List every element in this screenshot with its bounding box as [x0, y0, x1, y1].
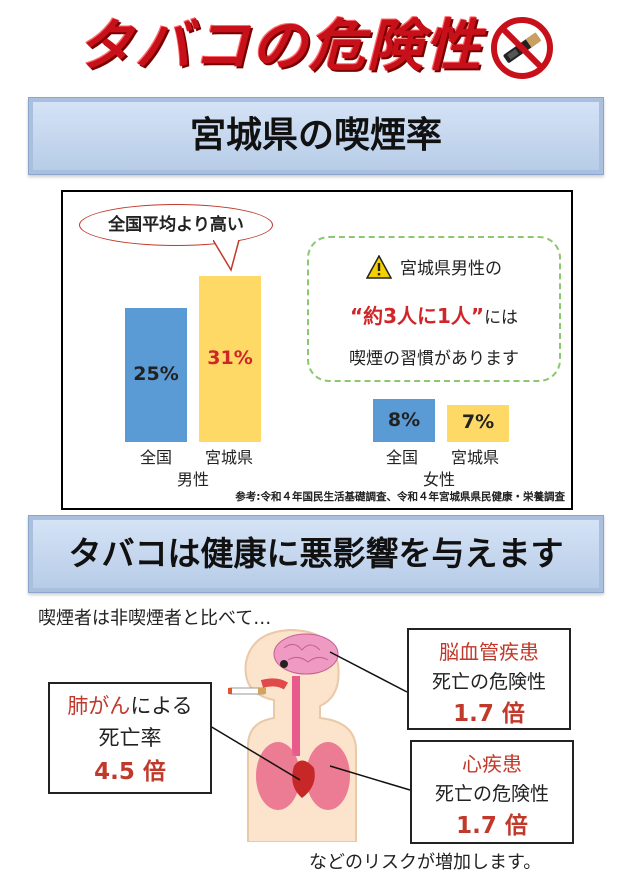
human-body-illustration — [244, 628, 357, 842]
callout-text: 宮城県男性の — [400, 259, 502, 279]
risk-value: 1.7 倍 — [453, 701, 525, 727]
callout-box: 宮城県男性の “約3人に1人”には 喫煙の習慣があります — [307, 236, 561, 382]
heading-text: タバコは健康に悪影響を与えます — [68, 534, 564, 573]
category-label: 宮城県 — [450, 448, 499, 467]
category-label: 全国 — [385, 448, 418, 467]
info-text: 死亡の危険性 — [434, 783, 549, 805]
info-text: 死亡の危険性 — [431, 671, 546, 693]
cigarette-icon — [228, 687, 266, 695]
lung-cancer-box: 肺がんによる 死亡率 4.5 倍 — [48, 682, 212, 794]
warning-icon — [365, 254, 393, 279]
disease-name: 心疾患 — [462, 752, 522, 776]
category-label: 全国 — [139, 448, 172, 467]
section-heading-smoking-rate: 宮城県の喫煙率 — [28, 97, 604, 175]
intro-text: 喫煙者は非喫煙者と比べて… — [38, 608, 272, 629]
category-label: 宮城県 — [204, 448, 253, 467]
callout-line-3: 喫煙の習慣があります — [349, 349, 519, 369]
bar-value-label: 31% — [207, 347, 253, 369]
bar-male-miyagi: 31% — [199, 276, 261, 442]
group-label: 男性 — [176, 470, 209, 489]
info-text: による — [130, 694, 193, 718]
heading-text: 宮城県の喫煙率 — [189, 115, 442, 156]
bar-value-label: 7% — [461, 411, 495, 434]
callout-emphasis: “約3人に1人” — [349, 304, 485, 328]
bar-value-label: 8% — [387, 408, 421, 431]
risk-value: 4.5 倍 — [94, 759, 166, 785]
source-note: 参考:令和４年国民生活基礎調査、令和４年宮城県県民健康・栄養調査 — [235, 491, 565, 503]
closing-text: などのリスクが増加します。 — [309, 852, 542, 873]
group-label: 女性 — [422, 470, 455, 489]
disease-name: 肺がん — [67, 694, 131, 718]
stroke-box: 脳血管疾患 死亡の危険性 1.7 倍 — [407, 628, 571, 730]
smoking-rate-chart: 全国平均より高い 25% 31% 8% 7% 全国 宮城県 男性 全国 宮城県 … — [61, 190, 573, 510]
callout-line-2: “約3人に1人”には — [309, 300, 559, 329]
callout-text: には — [484, 308, 519, 328]
bar-female-national: 8% — [373, 399, 435, 442]
page-title: タバコの危険性 — [77, 13, 483, 79]
bar-male-national: 25% — [125, 308, 187, 442]
section-heading-health: タバコは健康に悪影響を与えます — [28, 515, 604, 593]
info-text: 死亡率 — [98, 726, 162, 750]
bar-female-miyagi: 7% — [447, 404, 509, 442]
callout-line-1: 宮城県男性の — [309, 254, 559, 279]
bar-value-label: 25% — [133, 363, 179, 386]
heart-disease-box: 心疾患 死亡の危険性 1.7 倍 — [410, 740, 574, 844]
bubble-tail — [213, 240, 240, 272]
no-smoking-icon — [491, 17, 553, 79]
risk-value: 1.7 倍 — [456, 813, 528, 839]
disease-name: 脳血管疾患 — [439, 640, 539, 664]
speech-bubble: 全国平均より高い — [79, 204, 273, 246]
